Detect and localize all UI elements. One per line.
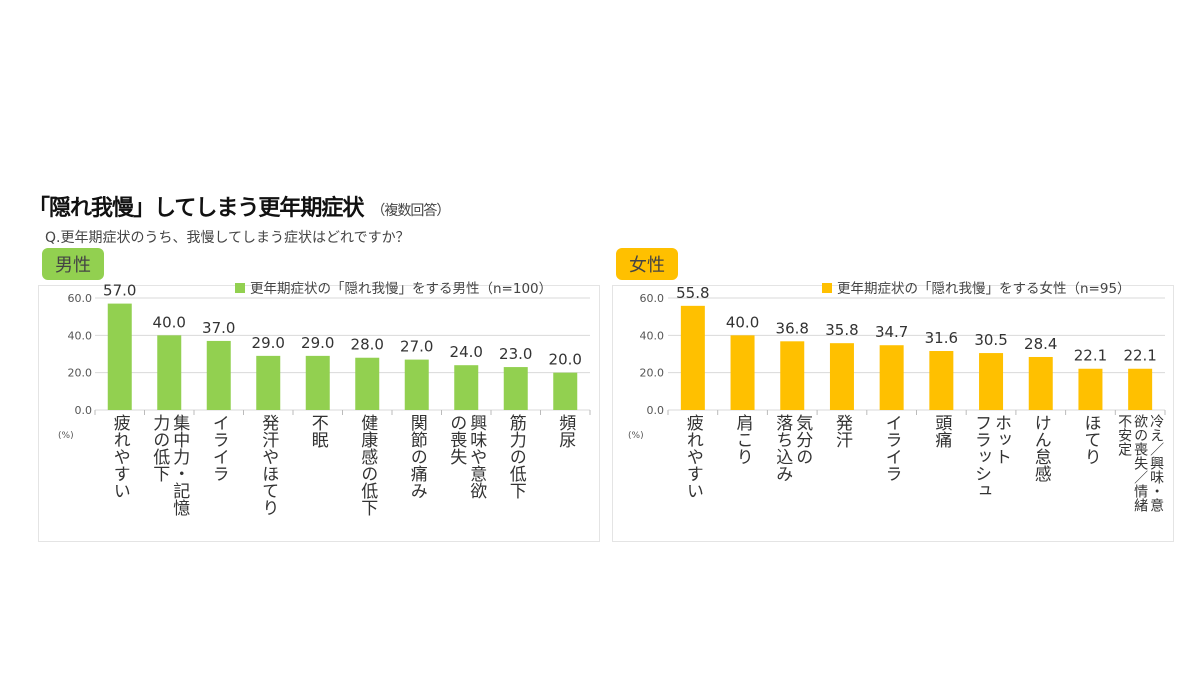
title-text: 「隠れ我慢」してしまう更年期症状 xyxy=(28,196,364,221)
female-bar xyxy=(879,345,904,410)
female-bar xyxy=(1028,356,1053,410)
female-y-tick-label: 60.0 xyxy=(640,292,665,305)
male-data-label: 23.0 xyxy=(499,345,532,363)
female-data-label: 40.0 xyxy=(726,313,759,331)
male-category-label: 関節の痛み xyxy=(406,414,427,499)
female-category-label: 肩こり xyxy=(732,414,753,465)
male-y-tick-label: 60.0 xyxy=(68,292,93,305)
female-data-label: 22.1 xyxy=(1123,347,1156,365)
male-category-label: 頻尿 xyxy=(555,414,576,448)
female-bar xyxy=(829,343,854,410)
male-badge: 男性 xyxy=(42,248,104,280)
question-text: Q.更年期症状のうち、我慢してしまう症状はどれですか？ xyxy=(45,230,410,246)
male-legend: 更年期症状の「隠れ我慢」をする男性（n=100） xyxy=(235,277,552,297)
male-y-tick-label: 40.0 xyxy=(68,329,93,342)
male-legend-swatch xyxy=(235,283,245,293)
female-category-label: ほてり xyxy=(1080,414,1101,465)
male-category-label: 筋力の低下 xyxy=(505,414,526,499)
female-data-label: 31.6 xyxy=(925,329,958,347)
male-chart-frame xyxy=(38,285,600,542)
female-unit-label: (%) xyxy=(628,431,644,441)
female-category-label: 頭痛 xyxy=(931,414,952,448)
female-bar xyxy=(680,305,705,410)
female-data-label: 22.1 xyxy=(1074,347,1107,365)
male-data-label: 24.0 xyxy=(450,343,483,361)
female-bar xyxy=(1078,368,1103,410)
female-bar xyxy=(929,351,954,410)
female-legend-swatch xyxy=(822,283,832,293)
male-data-label: 20.0 xyxy=(549,351,582,369)
male-data-label: 29.0 xyxy=(252,334,285,352)
male-bar xyxy=(355,357,380,410)
female-category-label: ホット フラッシュ xyxy=(971,414,1012,499)
male-bar xyxy=(553,372,578,410)
male-data-label: 27.0 xyxy=(400,338,433,356)
female-y-tick-label: 20.0 xyxy=(640,367,665,380)
female-category-label: 発汗 xyxy=(831,414,852,448)
female-category-label: けん怠感 xyxy=(1030,414,1051,482)
female-category-label: イライラ xyxy=(881,414,902,482)
male-category-label: 不眠 xyxy=(307,414,328,448)
female-data-label: 36.8 xyxy=(776,319,809,337)
male-data-label: 28.0 xyxy=(351,336,384,354)
male-bar xyxy=(503,367,528,410)
male-bar xyxy=(107,303,132,410)
male-data-label: 40.0 xyxy=(153,313,186,331)
female-data-label: 28.4 xyxy=(1024,335,1057,353)
female-y-tick-label: 40.0 xyxy=(640,329,665,342)
male-y-tick-label: 0.0 xyxy=(75,404,93,417)
female-data-label: 35.8 xyxy=(825,321,858,339)
male-unit-label: (%) xyxy=(58,431,74,441)
male-category-label: 発汗やほてり xyxy=(258,414,279,516)
male-data-label: 37.0 xyxy=(202,319,235,337)
female-bar xyxy=(730,335,755,410)
female-category-label: 冷え／興味・意 欲の喪失／情緒 不安定 xyxy=(1116,414,1165,512)
male-category-label: 健康感の低下 xyxy=(357,414,378,516)
female-bar xyxy=(780,341,805,410)
female-legend-text: 更年期症状の「隠れ我慢」をする女性（n=95） xyxy=(837,281,1131,297)
title-note: （複数回答） xyxy=(371,203,450,219)
male-category-label: 疲れやすい xyxy=(109,414,130,499)
male-category-label: 興味や意欲 の喪失 xyxy=(446,414,487,499)
male-y-tick-label: 20.0 xyxy=(68,367,93,380)
female-data-label: 34.7 xyxy=(875,323,908,341)
female-chart-frame xyxy=(612,285,1174,542)
male-legend-text: 更年期症状の「隠れ我慢」をする男性（n=100） xyxy=(250,281,553,297)
female-y-tick-label: 0.0 xyxy=(647,404,665,417)
male-bar xyxy=(206,340,231,410)
male-bar xyxy=(305,355,330,410)
male-bar xyxy=(157,335,182,410)
male-bar xyxy=(404,359,429,410)
male-bar xyxy=(256,355,281,410)
female-category-label: 気分の 落ち込み xyxy=(772,414,813,482)
female-category-label: 疲れやすい xyxy=(682,414,703,499)
female-bar xyxy=(1128,368,1153,410)
chart-title: 「隠れ我慢」してしまう更年期症状 （複数回答） xyxy=(28,190,450,222)
female-data-label: 30.5 xyxy=(974,331,1007,349)
female-badge: 女性 xyxy=(616,248,678,280)
male-data-label: 57.0 xyxy=(103,282,136,300)
male-data-label: 29.0 xyxy=(301,334,334,352)
female-data-label: 55.8 xyxy=(676,284,709,302)
male-bar xyxy=(454,365,479,410)
female-bar xyxy=(979,353,1004,410)
male-category-label: 集中力・記憶 力の低下 xyxy=(149,414,190,516)
male-category-label: イライラ xyxy=(208,414,229,482)
female-legend: 更年期症状の「隠れ我慢」をする女性（n=95） xyxy=(822,277,1131,297)
